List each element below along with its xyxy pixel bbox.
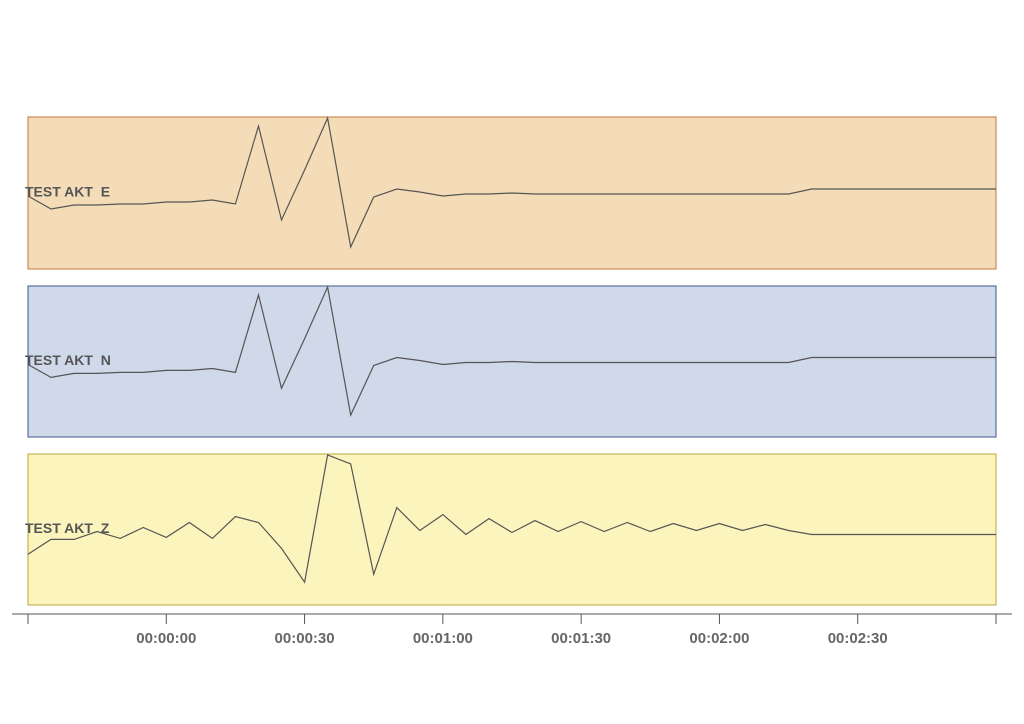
trace-label: TEST AKT E xyxy=(25,184,110,200)
trace-panel xyxy=(27,453,997,606)
x-tick-label: 00:01:30 xyxy=(551,630,611,647)
x-tick-label: 00:02:00 xyxy=(689,630,749,647)
x-tick-label: 00:00:30 xyxy=(275,630,335,647)
x-tick-label: 00:00:00 xyxy=(136,630,196,647)
trace-line xyxy=(27,454,996,584)
trace-line xyxy=(27,284,996,418)
trace-label: TEST AKT Z xyxy=(25,520,110,536)
x-tick-label: 00:01:00 xyxy=(413,630,473,647)
trace-label: TEST AKT N xyxy=(25,352,111,368)
x-tick-label: 00:02:30 xyxy=(828,630,888,647)
trace-line xyxy=(27,115,996,249)
